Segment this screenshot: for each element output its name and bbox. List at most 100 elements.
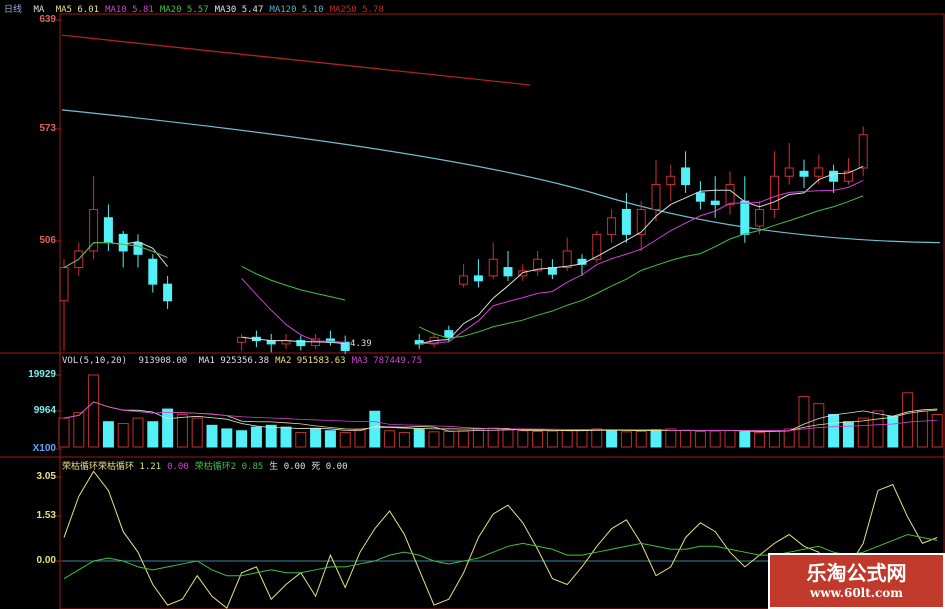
volume-header: VOL(5,10,20) 913908.00 MA1 925356.38 MA2 … (62, 356, 434, 366)
plot-frame (59, 13, 945, 609)
legend-entry: MA20 5.57 (159, 5, 209, 15)
candle-body (103, 217, 113, 244)
ma5-line (419, 165, 864, 345)
volume-bar (369, 410, 381, 448)
candle-body (488, 258, 498, 277)
axis-tick-label: 0.00 (36, 555, 56, 566)
ma120-line (61, 109, 941, 244)
indicator-line-2 (63, 534, 938, 580)
volume-bar (295, 432, 307, 448)
volume-bar (147, 421, 159, 448)
volume-bar (132, 417, 144, 448)
axis-tick-label: 639 (39, 14, 56, 25)
candle-body (799, 170, 809, 177)
volume-value: 913908.00 (138, 356, 188, 366)
volume-bar (931, 413, 943, 448)
volume-bar (828, 413, 840, 448)
candle-body (755, 208, 765, 227)
candle-body (636, 208, 646, 235)
candle-body (89, 208, 99, 252)
candle-body (59, 267, 69, 302)
candle-body (829, 170, 839, 182)
legend-entry: MA30 5.47 (214, 5, 264, 15)
legend-entry: 死 0.00 (311, 462, 348, 472)
volume-bar (413, 428, 425, 448)
ma-label: MA (33, 5, 45, 15)
candle-body (459, 275, 469, 285)
candle-body (784, 167, 794, 177)
volume-bar (443, 430, 455, 448)
volume-bar (591, 428, 603, 448)
axis-tick-label: 1.53 (36, 510, 56, 521)
volume-bar (73, 412, 85, 448)
volume-bar (798, 395, 810, 448)
volume-bar (206, 424, 218, 448)
volume-bar (88, 374, 100, 448)
legend-entry: MA1 925356.38 (198, 356, 270, 366)
legend-entry: MA10 5.81 (105, 5, 154, 15)
volume-bar (783, 428, 795, 448)
volume-bar (176, 413, 188, 448)
axis-tick-label: 9964 (33, 405, 56, 416)
volume-bar (842, 421, 854, 448)
low-price-label: 4.39 (350, 339, 372, 349)
volume-bar (398, 432, 410, 448)
candle-body (148, 258, 158, 285)
volume-bar (709, 430, 721, 448)
volume-bar (265, 424, 277, 448)
volume-ma-line (63, 401, 938, 431)
candle-body (533, 258, 543, 272)
axis-tick-label: 19929 (28, 369, 56, 380)
volume-bar (561, 429, 573, 448)
candle-body (562, 250, 572, 269)
candle-body (666, 175, 676, 186)
volume-bar (250, 426, 262, 448)
volume-bar (635, 430, 647, 448)
legend-entry: 荣枯循环荣枯循环 1.21 (62, 462, 162, 472)
candle-body (769, 175, 779, 210)
candle-body (814, 167, 824, 177)
volume-bar (620, 431, 632, 448)
candle-body (503, 267, 513, 277)
volume-bar (354, 428, 366, 448)
ma10-line (419, 179, 864, 345)
candle-body (651, 184, 661, 210)
ma5-line (241, 336, 346, 345)
volume-bar (606, 430, 618, 448)
ma20-line (63, 242, 168, 268)
candle-body (740, 200, 750, 235)
volume-bar (546, 430, 558, 448)
axis-tick-label: 3.05 (36, 471, 56, 482)
ma10-line (241, 278, 346, 343)
volume-bar (532, 430, 544, 448)
volume-bar (916, 410, 928, 448)
ma20-line (418, 195, 864, 339)
volume-bar (576, 429, 588, 448)
volume-bar (472, 428, 484, 448)
indicator-line-1 (63, 470, 938, 609)
price-header: 日线 MA MA5 6.01 MA10 5.81 MA20 5.57 MA30 5.4… (4, 2, 396, 15)
volume-bar (280, 426, 292, 448)
volume-bar (221, 428, 233, 448)
volume-bar (887, 415, 899, 448)
candle-body (444, 330, 454, 338)
legend-entry: MA120 5.10 (269, 5, 324, 15)
volume-bar (236, 430, 248, 448)
candle-body (592, 233, 602, 260)
legend-entry: MA5 6.01 (55, 5, 100, 15)
axis-tick-label: 506 (39, 235, 56, 246)
volume-bar (754, 432, 766, 448)
ma250-line (61, 34, 531, 86)
legend-entry: MA3 787449.75 (351, 356, 423, 366)
volume-bar (724, 429, 736, 448)
volume-bar (324, 430, 336, 448)
volume-bar (680, 429, 692, 448)
volume-bar (384, 430, 396, 448)
watermark-name: 乐淘公式网 (806, 561, 907, 585)
candle-body (695, 192, 705, 202)
volume-bar (339, 432, 351, 448)
candle-body (518, 270, 528, 277)
candle-body (163, 283, 173, 302)
candle-body (858, 134, 868, 169)
